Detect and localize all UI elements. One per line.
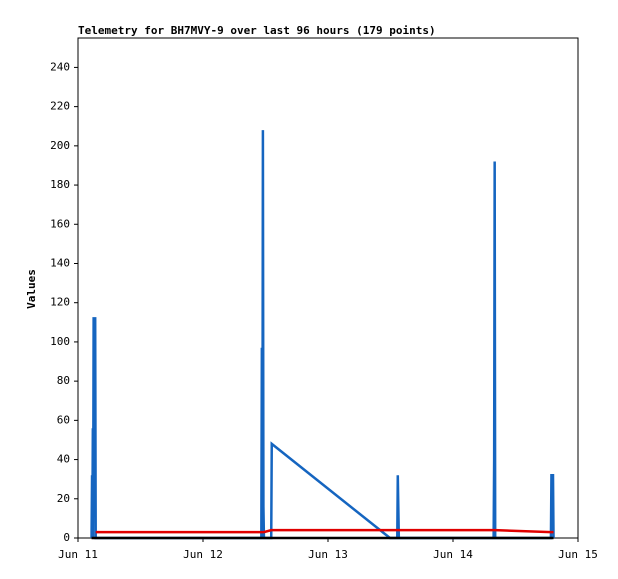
- y-tick-label: 60: [57, 413, 70, 426]
- y-axis-label: Values: [25, 269, 38, 309]
- series-line: [90, 130, 555, 540]
- y-tick-label: 80: [57, 374, 70, 387]
- y-tick-label: 100: [50, 335, 70, 348]
- x-tick-label: Jun 14: [433, 548, 473, 561]
- x-tick-label: Jun 13: [308, 548, 348, 561]
- y-tick-label: 220: [50, 100, 70, 113]
- y-tick-label: 240: [50, 60, 70, 73]
- x-tick-label: Jun 12: [183, 548, 223, 561]
- y-tick-label: 20: [57, 492, 70, 505]
- chart-title: Telemetry for BH7MVY-9 over last 96 hour…: [78, 24, 436, 37]
- y-tick-label: 120: [50, 296, 70, 309]
- y-tick-label: 40: [57, 453, 70, 466]
- x-tick-label: Jun 15: [558, 548, 598, 561]
- plot-frame: [77, 37, 579, 539]
- y-tick-label: 140: [50, 256, 70, 269]
- y-tick-label: 200: [50, 139, 70, 152]
- y-tick-label: 180: [50, 178, 70, 191]
- y-tick-label: 160: [50, 217, 70, 230]
- y-tick-label: 0: [63, 531, 70, 544]
- series-line: [95, 528, 554, 534]
- x-tick-label: Jun 11: [58, 548, 98, 561]
